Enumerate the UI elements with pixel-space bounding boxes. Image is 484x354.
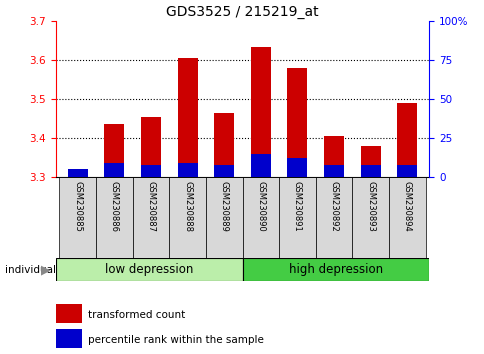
Bar (177, 58, 197, 177)
Text: GSM230889: GSM230889 (219, 181, 228, 232)
Bar (360, 165, 380, 177)
Text: ▶: ▶ (41, 263, 51, 276)
Bar (287, 158, 307, 177)
Bar (104, 164, 124, 177)
FancyBboxPatch shape (242, 177, 278, 258)
FancyBboxPatch shape (388, 177, 424, 258)
Bar (56, 304, 82, 323)
FancyBboxPatch shape (96, 177, 133, 258)
Bar (396, 103, 416, 177)
FancyBboxPatch shape (133, 177, 169, 258)
Text: GSM230892: GSM230892 (329, 181, 338, 232)
Text: individual: individual (5, 265, 56, 275)
Bar (323, 165, 343, 177)
Bar (104, 125, 124, 177)
Text: low depression: low depression (105, 263, 193, 276)
Text: transformed count: transformed count (87, 310, 184, 320)
Bar (287, 68, 307, 177)
Bar (141, 117, 161, 177)
Bar (323, 136, 343, 177)
FancyBboxPatch shape (315, 177, 351, 258)
Title: GDS3525 / 215219_at: GDS3525 / 215219_at (166, 5, 318, 19)
Text: GSM230888: GSM230888 (182, 181, 192, 232)
Bar (250, 154, 271, 177)
Text: GSM230886: GSM230886 (110, 181, 119, 232)
FancyBboxPatch shape (169, 177, 206, 258)
Text: high depression: high depression (288, 263, 382, 276)
Text: percentile rank within the sample: percentile rank within the sample (87, 335, 263, 344)
Bar (68, 171, 88, 177)
FancyBboxPatch shape (242, 258, 428, 281)
Text: GSM230885: GSM230885 (73, 181, 82, 232)
Text: GSM230887: GSM230887 (146, 181, 155, 232)
Bar (360, 146, 380, 177)
FancyBboxPatch shape (56, 258, 242, 281)
Bar (68, 169, 88, 177)
Bar (250, 47, 271, 177)
FancyBboxPatch shape (278, 177, 315, 258)
FancyBboxPatch shape (60, 177, 96, 258)
FancyBboxPatch shape (206, 177, 242, 258)
FancyBboxPatch shape (351, 177, 388, 258)
Text: GSM230891: GSM230891 (292, 181, 302, 232)
Bar (177, 164, 197, 177)
Bar (396, 165, 416, 177)
Text: GSM230893: GSM230893 (365, 181, 374, 232)
Bar (141, 165, 161, 177)
Bar (213, 113, 234, 177)
Text: GSM230890: GSM230890 (256, 181, 265, 232)
Bar (213, 165, 234, 177)
Text: GSM230894: GSM230894 (402, 181, 411, 232)
Bar (56, 329, 82, 348)
